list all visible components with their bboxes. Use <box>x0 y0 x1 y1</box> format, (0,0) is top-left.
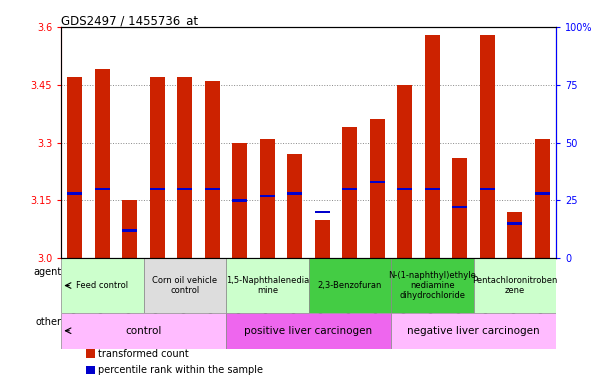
Bar <box>452 158 467 258</box>
Bar <box>342 127 357 258</box>
Bar <box>95 69 110 258</box>
Bar <box>370 119 385 258</box>
Bar <box>397 188 412 190</box>
Bar <box>535 192 550 195</box>
Bar <box>391 258 474 313</box>
Bar <box>391 313 556 349</box>
Bar <box>425 188 440 190</box>
Bar <box>315 211 330 213</box>
Bar <box>232 142 247 258</box>
Text: other: other <box>35 317 61 327</box>
Bar <box>61 313 226 349</box>
Bar <box>260 195 275 197</box>
Bar <box>61 258 144 313</box>
Bar <box>67 192 82 195</box>
Text: Feed control: Feed control <box>76 281 128 290</box>
Text: percentile rank within the sample: percentile rank within the sample <box>98 365 263 375</box>
Bar <box>287 154 302 258</box>
Text: 1,5-Naphthalenedia
mine: 1,5-Naphthalenedia mine <box>225 276 309 295</box>
Bar <box>315 220 330 258</box>
Text: Pentachloronitroben
zene: Pentachloronitroben zene <box>472 276 557 295</box>
Bar <box>535 139 550 258</box>
Bar <box>452 206 467 209</box>
Bar <box>67 77 82 258</box>
Bar <box>260 139 275 258</box>
Bar <box>205 81 220 258</box>
Bar <box>205 188 220 190</box>
Bar <box>122 200 137 258</box>
Bar <box>150 188 165 190</box>
Bar <box>397 85 412 258</box>
Bar <box>474 258 556 313</box>
Bar <box>86 349 95 358</box>
Bar <box>122 229 137 232</box>
Bar <box>342 188 357 190</box>
Text: Corn oil vehicle
control: Corn oil vehicle control <box>152 276 218 295</box>
Bar <box>480 35 495 258</box>
Bar <box>287 192 302 195</box>
Text: GDS2497 / 1455736_at: GDS2497 / 1455736_at <box>61 14 198 27</box>
Bar <box>425 35 440 258</box>
Bar <box>144 258 226 313</box>
Bar <box>370 181 385 183</box>
Bar <box>226 313 391 349</box>
Bar <box>86 366 95 374</box>
Bar <box>177 188 192 190</box>
Bar <box>95 188 110 190</box>
Text: agent: agent <box>33 267 61 277</box>
Text: transformed count: transformed count <box>98 349 189 359</box>
Bar <box>480 188 495 190</box>
Bar <box>507 222 522 225</box>
Text: control: control <box>125 326 162 336</box>
Bar <box>232 199 247 202</box>
Text: negative liver carcinogen: negative liver carcinogen <box>407 326 540 336</box>
Text: N-(1-naphthyl)ethyle
nediamine
dihydrochloride: N-(1-naphthyl)ethyle nediamine dihydroch… <box>389 271 476 300</box>
Bar <box>177 77 192 258</box>
Bar <box>150 77 165 258</box>
Bar <box>309 258 391 313</box>
Bar <box>507 212 522 258</box>
Text: positive liver carcinogen: positive liver carcinogen <box>244 326 373 336</box>
Bar <box>226 258 309 313</box>
Text: 2,3-Benzofuran: 2,3-Benzofuran <box>318 281 382 290</box>
